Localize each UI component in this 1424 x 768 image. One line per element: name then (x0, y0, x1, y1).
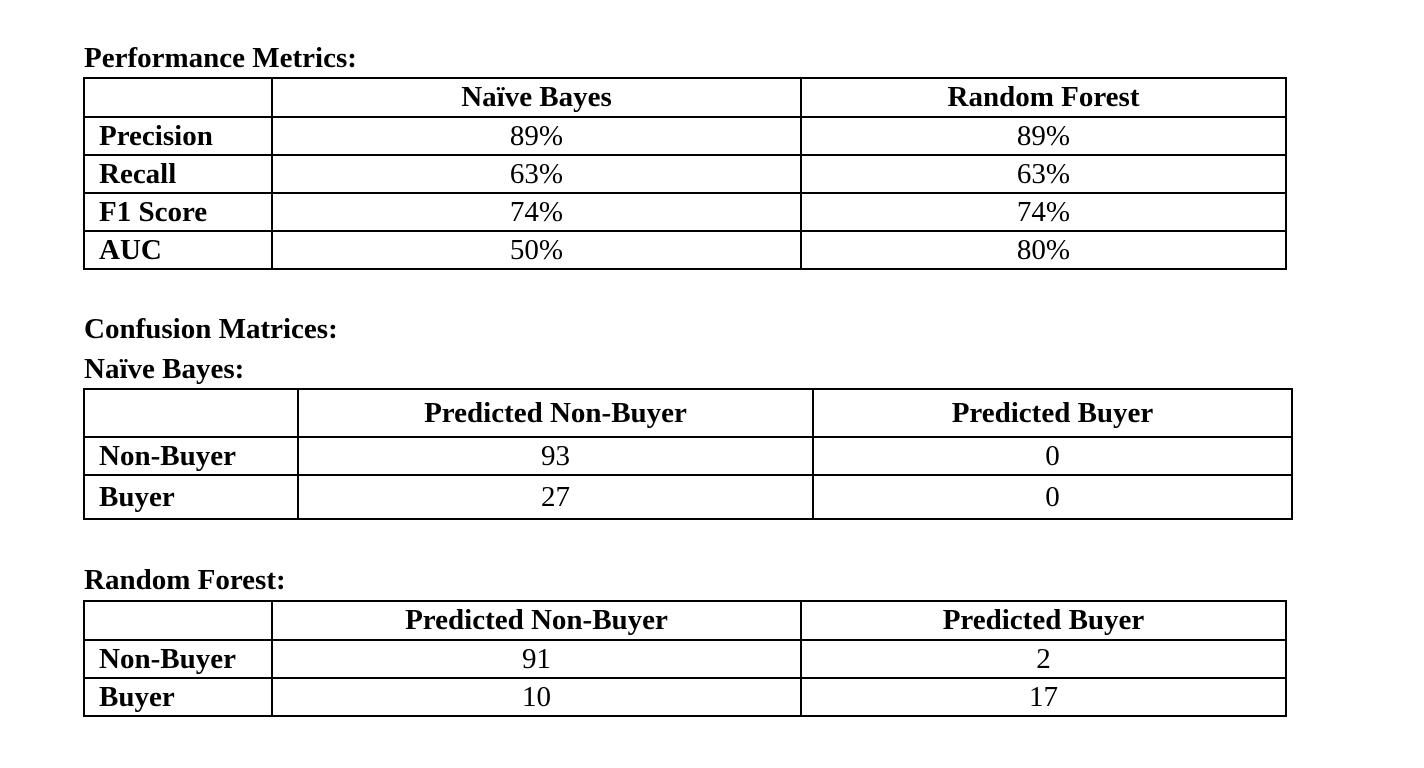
cell-value: 27 (297, 474, 814, 520)
table-header-row: Predicted Non-Buyer Predicted Buyer (83, 600, 1287, 641)
cell-value: 0 (812, 474, 1293, 520)
row-label-recall: Recall (83, 154, 273, 194)
row-label-buyer: Buyer (83, 677, 273, 717)
row-label-auc: AUC (83, 230, 273, 270)
header-cell-predicted-buyer: Predicted Buyer (812, 388, 1293, 438)
cell-value: 80% (800, 230, 1287, 270)
row-label-precision: Precision (83, 116, 273, 156)
confusion-matrices-heading: Confusion Matrices: (84, 313, 338, 345)
header-cell-naive-bayes: Naïve Bayes (271, 77, 802, 118)
naive-bayes-confusion-table: Predicted Non-Buyer Predicted Buyer Non-… (83, 388, 1293, 520)
row-label-non-buyer: Non-Buyer (83, 436, 299, 476)
table-row: Non-Buyer 93 0 (83, 436, 1293, 476)
header-cell-predicted-non-buyer: Predicted Non-Buyer (297, 388, 814, 438)
row-label-buyer: Buyer (83, 474, 299, 520)
table-header-row: Naïve Bayes Random Forest (83, 77, 1287, 118)
table-row: Recall 63% 63% (83, 154, 1287, 194)
table-row: AUC 50% 80% (83, 230, 1287, 270)
table-row: F1 Score 74% 74% (83, 192, 1287, 232)
cell-value: 93 (297, 436, 814, 476)
header-cell-empty (83, 77, 273, 118)
table-row: Buyer 27 0 (83, 474, 1293, 520)
row-label-non-buyer: Non-Buyer (83, 639, 273, 679)
naive-bayes-heading: Naïve Bayes: (84, 353, 245, 385)
cell-value: 17 (800, 677, 1287, 717)
cell-value: 10 (271, 677, 802, 717)
random-forest-heading: Random Forest: (84, 564, 286, 596)
header-cell-empty (83, 388, 299, 438)
table-row: Buyer 10 17 (83, 677, 1287, 717)
cell-value: 0 (812, 436, 1293, 476)
cell-value: 50% (271, 230, 802, 270)
random-forest-confusion-table: Predicted Non-Buyer Predicted Buyer Non-… (83, 600, 1287, 717)
cell-value: 89% (800, 116, 1287, 156)
cell-value: 74% (271, 192, 802, 232)
cell-value: 89% (271, 116, 802, 156)
cell-value: 91 (271, 639, 802, 679)
cell-value: 63% (800, 154, 1287, 194)
table-row: Precision 89% 89% (83, 116, 1287, 156)
performance-metrics-heading: Performance Metrics: (84, 42, 357, 74)
header-cell-predicted-non-buyer: Predicted Non-Buyer (271, 600, 802, 641)
header-cell-empty (83, 600, 273, 641)
cell-value: 63% (271, 154, 802, 194)
row-label-f1-score: F1 Score (83, 192, 273, 232)
table-row: Non-Buyer 91 2 (83, 639, 1287, 679)
performance-metrics-table: Naïve Bayes Random Forest Precision 89% … (83, 77, 1287, 270)
cell-value: 74% (800, 192, 1287, 232)
header-cell-random-forest: Random Forest (800, 77, 1287, 118)
cell-value: 2 (800, 639, 1287, 679)
table-header-row: Predicted Non-Buyer Predicted Buyer (83, 388, 1293, 438)
header-cell-predicted-buyer: Predicted Buyer (800, 600, 1287, 641)
